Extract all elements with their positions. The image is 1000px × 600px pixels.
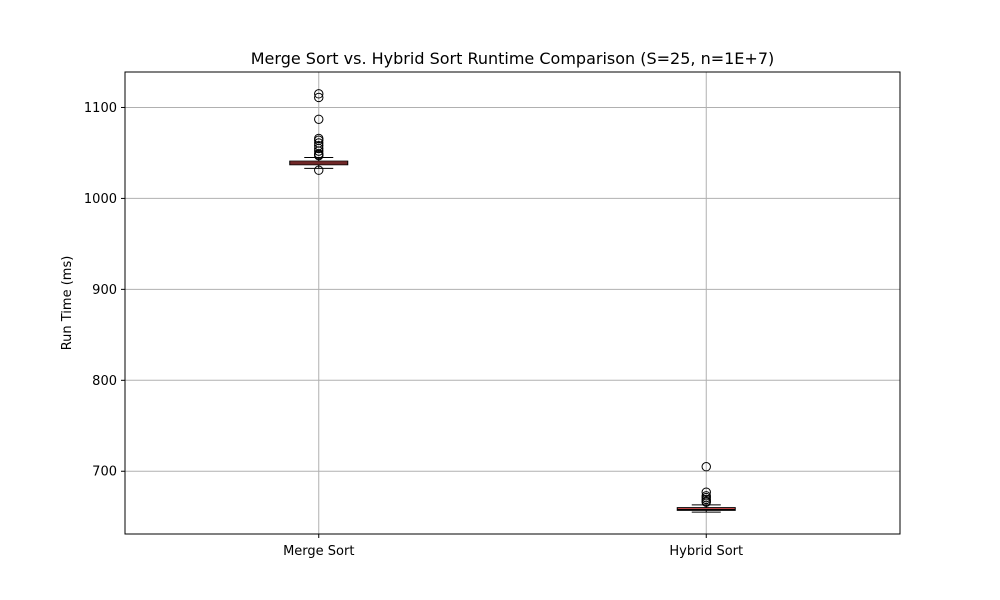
axis-ticks: 700 800 900 1000 1100 Merge Sort Hybrid Sort xyxy=(84,101,743,559)
outlier-point xyxy=(314,92,324,103)
outlier-point xyxy=(701,491,711,501)
x-tick-label: Merge Sort xyxy=(283,544,354,559)
outlier-point xyxy=(314,140,324,151)
y-axis-label: Run Time (ms) xyxy=(60,256,75,351)
outlier-point xyxy=(314,114,324,124)
boxes xyxy=(289,89,736,513)
outlier-point xyxy=(314,133,324,144)
chart-title: Merge Sort vs. Hybrid Sort Runtime Compa… xyxy=(251,49,775,68)
box-hybrid-sort xyxy=(676,462,736,513)
y-tick-label: 900 xyxy=(92,283,117,298)
y-tick-label: 1100 xyxy=(84,101,117,116)
outlier-point xyxy=(701,462,711,472)
grid-lines xyxy=(125,72,900,534)
y-tick-label: 1000 xyxy=(84,192,117,207)
plot-area-frame xyxy=(124,71,901,535)
y-tick-label: 800 xyxy=(92,374,117,389)
outlier-point xyxy=(701,487,711,497)
box-merge-sort xyxy=(289,89,349,175)
outlier-point xyxy=(314,165,324,175)
outlier-point xyxy=(314,89,324,99)
y-tick-label: 700 xyxy=(92,465,117,480)
x-tick-label: Hybrid Sort xyxy=(669,544,743,559)
outlier-point xyxy=(314,138,324,148)
